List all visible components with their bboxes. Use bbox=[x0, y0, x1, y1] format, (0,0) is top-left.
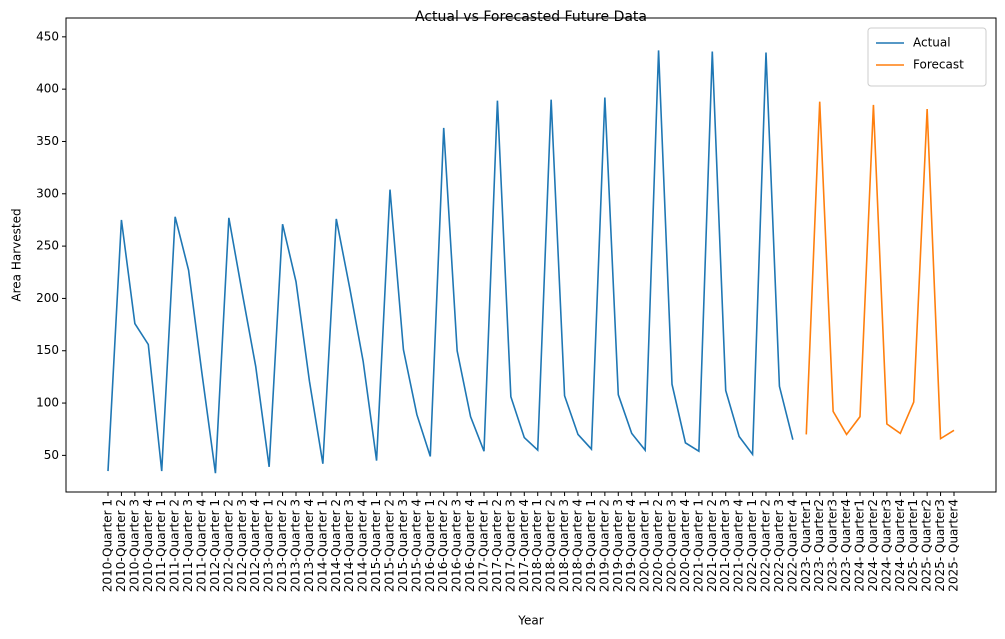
x-tick-label: 2015-Quarter 1 bbox=[369, 499, 383, 592]
x-tick-label: 2010-Quarter 3 bbox=[127, 499, 141, 592]
x-tick-label: 2022-Quarter 1 bbox=[745, 499, 759, 592]
x-tick-label: 2018-Quarter 3 bbox=[557, 499, 571, 592]
x-tick-label: 2012-Quarter 3 bbox=[235, 499, 249, 592]
y-tick-label: 350 bbox=[36, 134, 59, 148]
x-tick-label: 2019-Quarter 3 bbox=[611, 499, 625, 592]
x-tick-label: 2013-Quarter 4 bbox=[302, 499, 316, 592]
x-tick-label: 2014-Quarter 1 bbox=[315, 499, 329, 592]
x-tick-label: 2010-Quarter 4 bbox=[141, 499, 155, 592]
x-tick-label: 2015-Quarter 3 bbox=[396, 499, 410, 592]
x-tick-label: 2019-Quarter 1 bbox=[584, 499, 598, 592]
x-tick-label: 2024- Quarter1 bbox=[853, 499, 867, 592]
x-tick-label: 2020-Quarter 3 bbox=[665, 499, 679, 592]
y-tick-label: 150 bbox=[36, 343, 59, 357]
y-tick-label: 400 bbox=[36, 82, 59, 96]
y-tick-label: 300 bbox=[36, 186, 59, 200]
x-tick-label: 2011-Quarter 2 bbox=[168, 499, 182, 592]
x-tick-label: 2017-Quarter 2 bbox=[490, 499, 504, 592]
x-tick-label: 2023- Quarter1 bbox=[799, 499, 813, 592]
x-tick-label: 2011-Quarter 1 bbox=[154, 499, 168, 592]
x-tick-label: 2023- Quarter3 bbox=[826, 499, 840, 592]
x-tick-label: 2017-Quarter 1 bbox=[477, 499, 491, 592]
legend-label: Forecast bbox=[913, 58, 964, 72]
x-tick-label: 2021-Quarter 4 bbox=[732, 499, 746, 592]
x-tick-label: 2023- Quarter2 bbox=[812, 499, 826, 592]
x-tick-label: 2025- Quarter4 bbox=[947, 499, 961, 592]
x-tick-label: 2021-Quarter 2 bbox=[705, 499, 719, 592]
x-tick-label: 2024- Quarter2 bbox=[866, 499, 880, 592]
x-tick-label: 2016-Quarter 1 bbox=[423, 499, 437, 592]
x-tick-label: 2017-Quarter 3 bbox=[503, 499, 517, 592]
x-tick-label: 2013-Quarter 1 bbox=[262, 499, 276, 592]
x-tick-label: 2016-Quarter 4 bbox=[463, 499, 477, 592]
series-line bbox=[107, 50, 794, 474]
x-tick-label: 2018-Quarter 1 bbox=[530, 499, 544, 592]
x-tick-label: 2010-Quarter 1 bbox=[101, 499, 115, 592]
x-tick-label: 2019-Quarter 2 bbox=[597, 499, 611, 592]
x-tick-label: 2014-Quarter 4 bbox=[356, 499, 370, 592]
y-tick-label: 250 bbox=[36, 239, 59, 253]
y-axis-label: Area Harvested bbox=[10, 208, 24, 301]
x-tick-label: 2020-Quarter 2 bbox=[651, 499, 665, 592]
x-tick-label: 2022-Quarter 4 bbox=[785, 499, 799, 592]
x-tick-label: 2016-Quarter 3 bbox=[450, 499, 464, 592]
series-line bbox=[805, 101, 955, 441]
y-tick-label: 200 bbox=[36, 291, 59, 305]
x-tick-label: 2020-Quarter 4 bbox=[678, 499, 692, 592]
chart-title: Actual vs Forecasted Future Data bbox=[415, 9, 647, 25]
x-tick-label: 2024- Quarter3 bbox=[879, 499, 893, 592]
x-tick-label: 2014-Quarter 3 bbox=[342, 499, 356, 592]
legend-label: Actual bbox=[913, 36, 951, 50]
x-tick-label: 2023- Quarter4 bbox=[839, 499, 853, 592]
x-tick-label: 2025- Quarter2 bbox=[920, 499, 934, 592]
x-tick-label: 2013-Quarter 2 bbox=[275, 499, 289, 592]
x-axis-label: Year bbox=[517, 614, 543, 628]
x-tick-label: 2025- Quarter1 bbox=[906, 499, 920, 592]
x-tick-label: 2011-Quarter 4 bbox=[195, 499, 209, 592]
x-tick-label: 2025- Quarter3 bbox=[933, 499, 947, 592]
y-tick-label: 50 bbox=[44, 448, 59, 462]
x-tick-label: 2015-Quarter 4 bbox=[409, 499, 423, 592]
x-tick-label: 2013-Quarter 3 bbox=[289, 499, 303, 592]
x-tick-label: 2021-Quarter 1 bbox=[691, 499, 705, 592]
x-tick-label: 2021-Quarter 3 bbox=[718, 499, 732, 592]
x-tick-label: 2014-Quarter 2 bbox=[329, 499, 343, 592]
x-tick-label: 2020-Quarter 1 bbox=[638, 499, 652, 592]
x-tick-label: 2019-Quarter 4 bbox=[624, 499, 638, 592]
y-tick-label: 450 bbox=[36, 29, 59, 43]
x-tick-label: 2017-Quarter 4 bbox=[517, 499, 531, 592]
x-tick-label: 2012-Quarter 2 bbox=[221, 499, 235, 592]
x-tick-label: 2024- Quarter4 bbox=[893, 499, 907, 592]
x-tick-label: 2010-Quarter 2 bbox=[114, 499, 128, 592]
x-tick-label: 2011-Quarter 3 bbox=[181, 499, 195, 592]
x-tick-label: 2018-Quarter 2 bbox=[544, 499, 558, 592]
x-tick-label: 2018-Quarter 4 bbox=[571, 499, 585, 592]
x-tick-label: 2016-Quarter 2 bbox=[436, 499, 450, 592]
x-tick-label: 2015-Quarter 2 bbox=[383, 499, 397, 592]
plot-frame bbox=[65, 17, 997, 493]
x-tick-label: 2012-Quarter 4 bbox=[248, 499, 262, 592]
x-tick-label: 2022-Quarter 2 bbox=[759, 499, 773, 592]
y-tick-label: 100 bbox=[36, 396, 59, 410]
x-tick-label: 2022-Quarter 3 bbox=[772, 499, 786, 592]
x-tick-label: 2012-Quarter 1 bbox=[208, 499, 222, 592]
